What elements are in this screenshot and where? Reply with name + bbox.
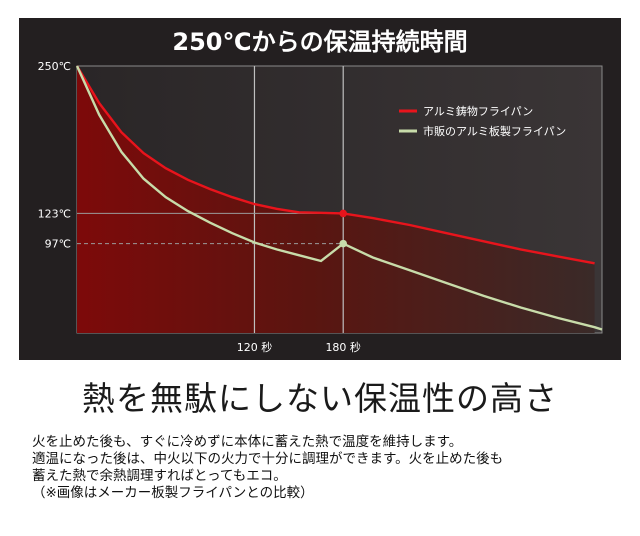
- temperature-chart: 250℃からの保温持続時間 250℃ 123℃ 97℃ 120 秒 180 秒 アルミ鋳物…: [38, 28, 603, 354]
- series-area-fill: [77, 66, 595, 333]
- description-line: 適温になった後は、中火以下の火力で十分に調理ができます。火を止めた後も: [32, 451, 504, 467]
- legend-label: 市販のアルミ板製フライパン: [423, 124, 566, 138]
- description-line: （※画像はメーカー板製フライパンとの比較）: [32, 485, 314, 501]
- data-point-marker: [339, 209, 347, 218]
- description-line: 蓄えた熱で余熱調理すればとってもエコ。: [32, 468, 287, 484]
- x-tick-label: 120 秒: [237, 340, 273, 354]
- legend-label: アルミ鋳物フライパン: [423, 104, 533, 118]
- x-tick-label: 180 秒: [325, 340, 361, 354]
- chart-title: 250℃からの保温持続時間: [172, 28, 467, 56]
- description-line: 火を止めた後も、すぐに冷めずに本体に蓄えた熱で温度を維持します。: [32, 434, 463, 450]
- y-tick-label: 97℃: [45, 238, 71, 251]
- chart-panel: 250℃からの保温持続時間 250℃ 123℃ 97℃ 120 秒 180 秒 アルミ鋳物…: [19, 18, 621, 360]
- description: 火を止めた後も、すぐに冷めずに本体に蓄えた熱で温度を維持します。 適温になった後…: [32, 434, 632, 502]
- headline: 熱を無駄にしない保温性の高さ: [82, 379, 558, 418]
- y-tick-label: 123℃: [38, 207, 71, 220]
- data-point-marker: [339, 239, 347, 248]
- series-line: [75, 65, 603, 331]
- y-tick-label: 250℃: [38, 60, 71, 73]
- series-line: [75, 65, 595, 265]
